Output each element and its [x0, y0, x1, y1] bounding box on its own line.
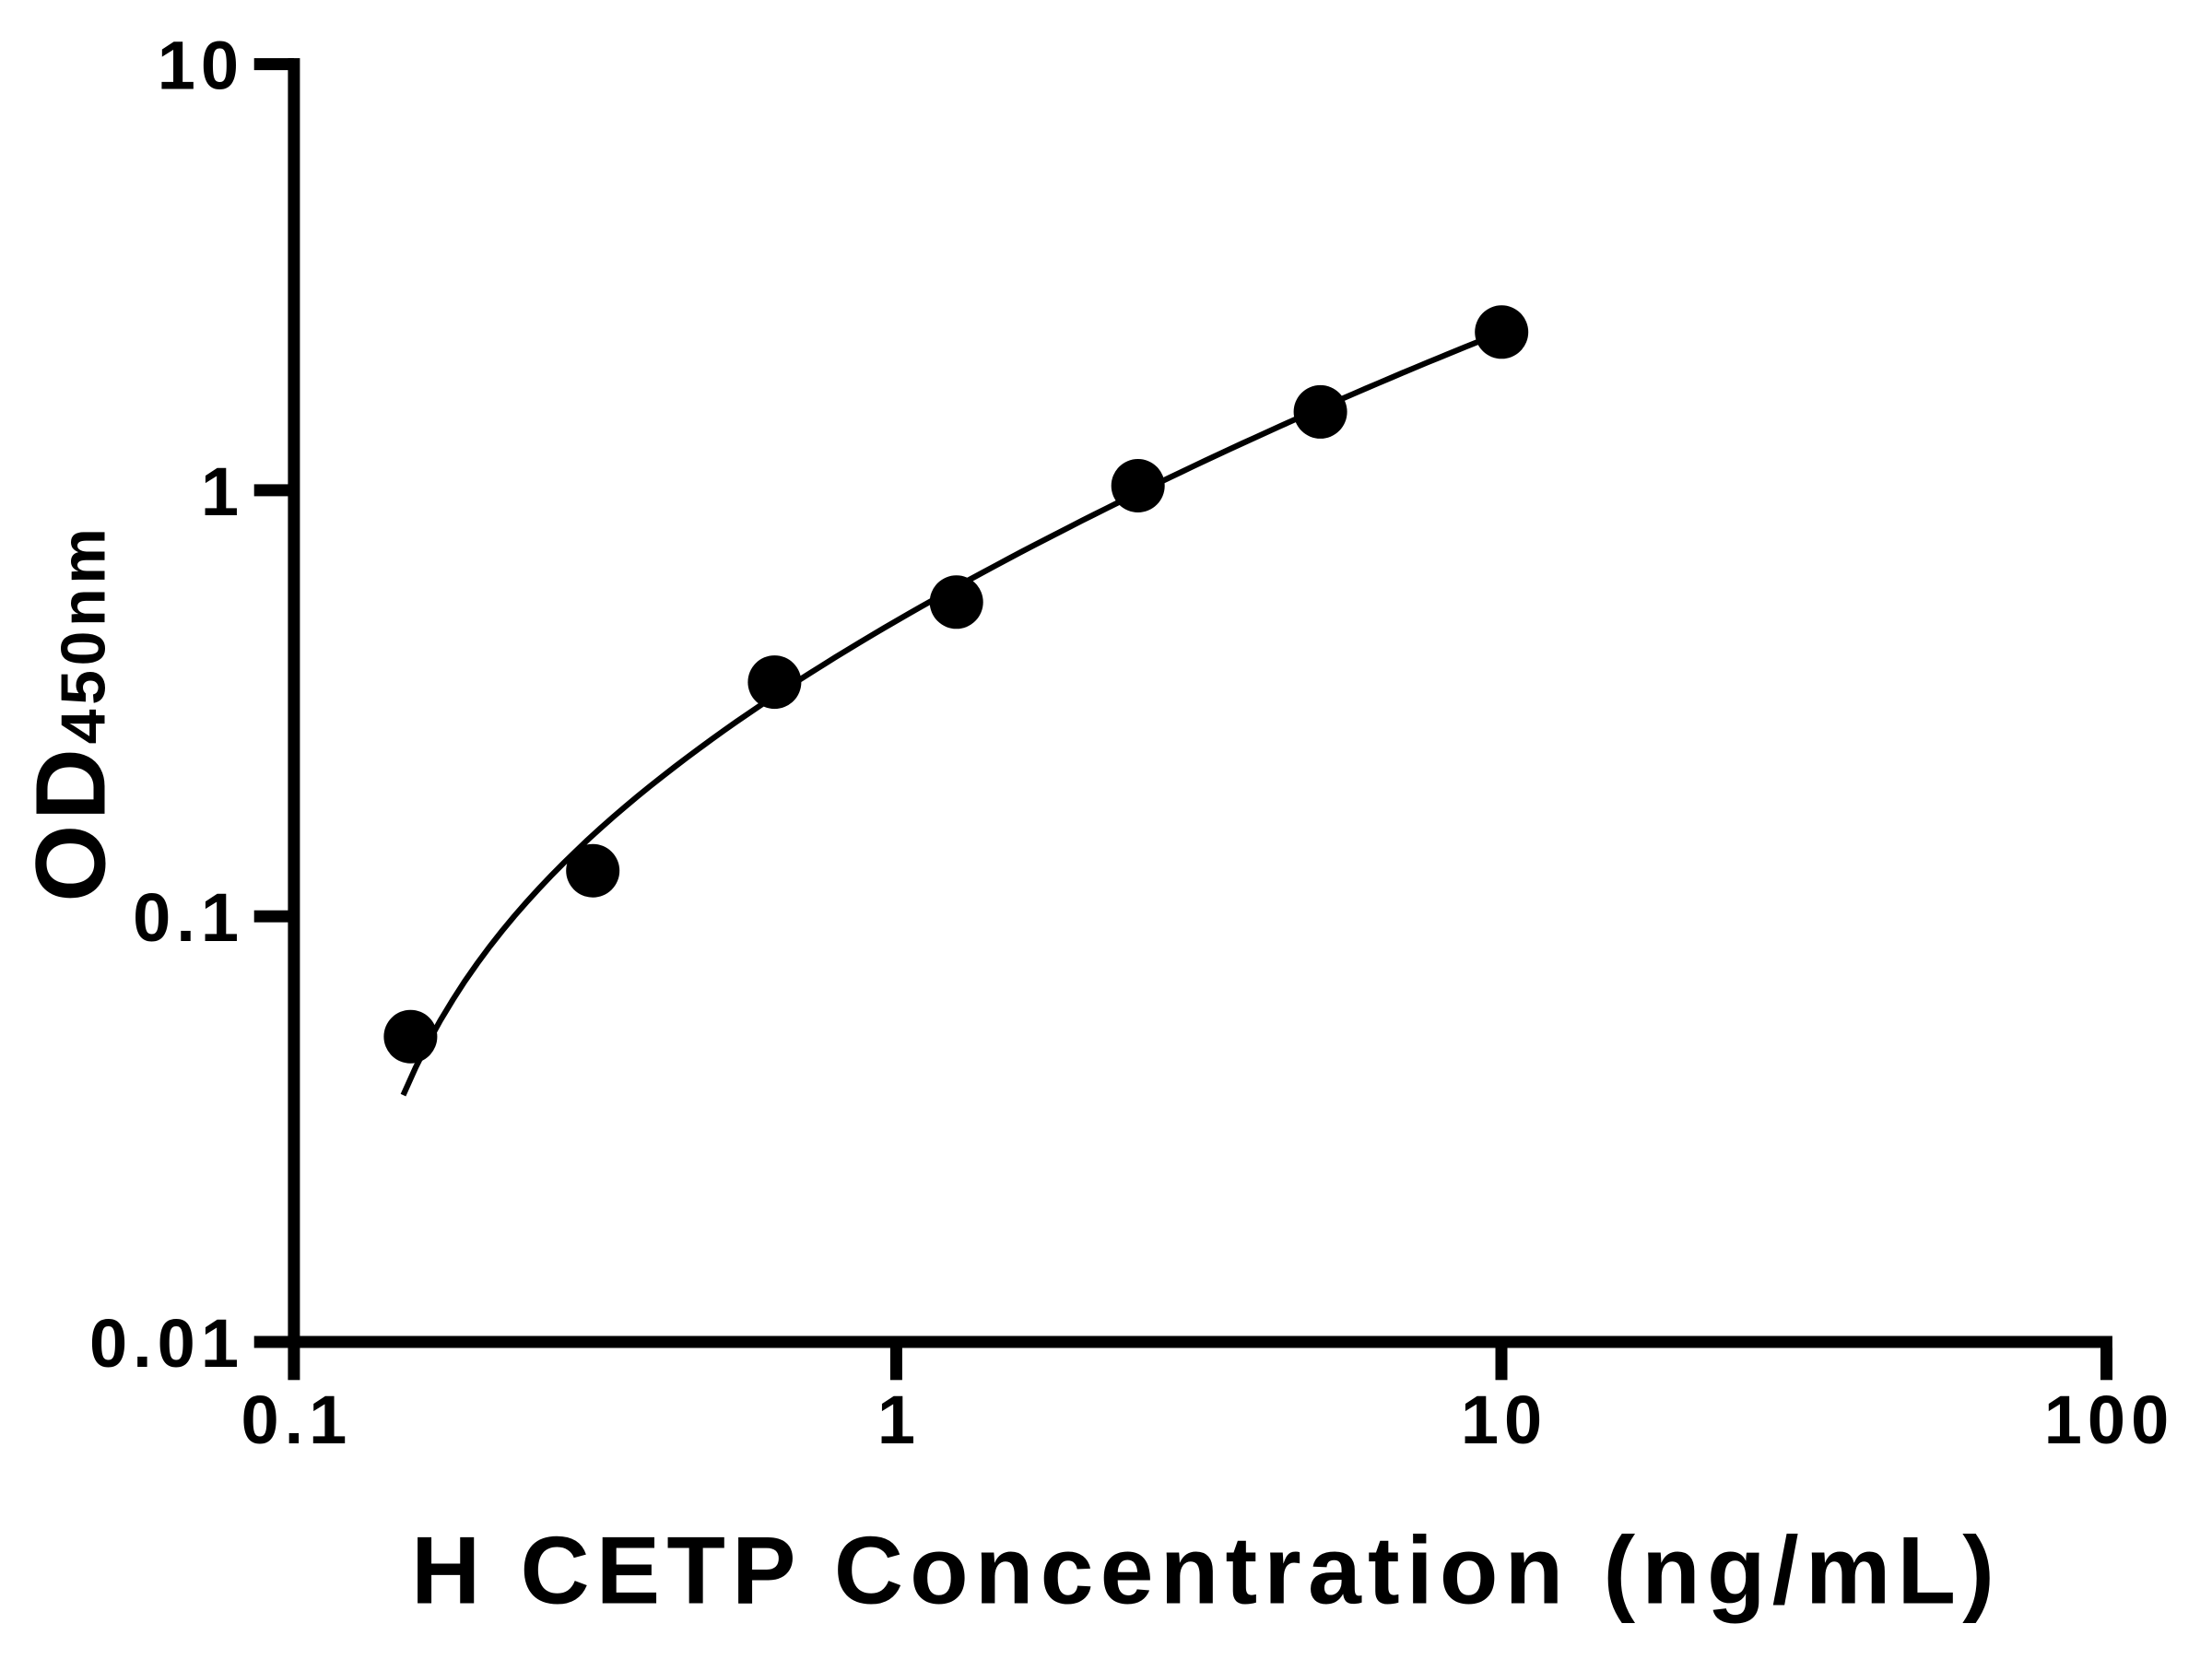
svg-text:0.01: 0.01	[89, 1305, 244, 1382]
svg-text:1: 1	[201, 453, 244, 530]
svg-text:0.1: 0.1	[133, 879, 244, 956]
svg-text:10: 10	[1461, 1382, 1547, 1458]
svg-text:10: 10	[158, 28, 244, 104]
svg-text:0.1: 0.1	[241, 1382, 352, 1458]
svg-text:H CETP Concentration (ng/mL): H CETP Concentration (ng/mL)	[411, 1517, 2001, 1624]
svg-text:100: 100	[2044, 1382, 2174, 1458]
svg-text:1: 1	[877, 1382, 921, 1458]
svg-text:OD450nm: OD450nm	[15, 524, 126, 901]
